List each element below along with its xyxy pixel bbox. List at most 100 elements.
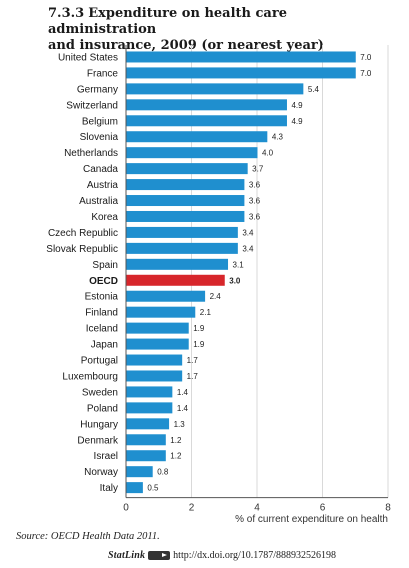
bar — [126, 210, 245, 222]
bar — [126, 482, 143, 494]
bar — [126, 195, 245, 207]
value-label: 3.0 — [229, 276, 241, 285]
value-label: 7.0 — [360, 53, 372, 62]
bar — [126, 242, 238, 254]
value-label: 3.6 — [249, 181, 261, 190]
bar — [126, 434, 166, 446]
value-label: 1.4 — [177, 404, 189, 413]
x-tick-label: 2 — [189, 503, 195, 514]
x-tick-label: 4 — [254, 503, 260, 514]
bar — [126, 402, 173, 414]
value-label: 4.3 — [272, 133, 284, 142]
bar — [126, 322, 189, 334]
category-label: Japan — [91, 340, 118, 351]
category-label: Finland — [85, 308, 118, 319]
category-label: France — [87, 68, 119, 79]
category-label: Canada — [83, 164, 118, 175]
category-label: OECD — [89, 276, 118, 287]
value-label: 4.9 — [291, 117, 303, 126]
value-label: 1.4 — [177, 388, 189, 397]
bar — [126, 290, 206, 302]
value-label: 7.0 — [360, 69, 372, 78]
bar — [126, 370, 183, 382]
category-label: Czech Republic — [48, 228, 118, 239]
chart-number: 7.3.3 — [48, 6, 85, 21]
category-label: Portugal — [81, 356, 118, 367]
source-note: Source: OECD Health Data 2011. — [16, 531, 160, 542]
category-label: Slovenia — [80, 132, 119, 143]
x-axis-label: % of current expenditure on health — [235, 514, 388, 525]
bar — [126, 306, 196, 318]
category-label: Netherlands — [64, 148, 118, 159]
category-label: Australia — [79, 196, 118, 207]
bar — [126, 258, 229, 270]
bar-chart: United States France Germany Switzerland Bel… — [46, 45, 391, 525]
value-label: 3.4 — [242, 244, 254, 253]
category-label: Hungary — [80, 419, 118, 430]
value-label: 5.4 — [308, 85, 320, 94]
bar — [126, 226, 238, 238]
value-label: 3.1 — [233, 260, 245, 269]
x-tick-label: 6 — [320, 503, 326, 514]
value-label: 1.9 — [193, 324, 205, 333]
category-label: Italy — [100, 483, 118, 494]
bar — [126, 163, 248, 175]
category-label: Belgium — [82, 116, 118, 127]
bar — [126, 450, 166, 462]
value-label: 3.4 — [242, 228, 254, 237]
value-label: 0.8 — [157, 468, 169, 477]
bar — [126, 386, 173, 398]
category-label: Austria — [87, 180, 119, 191]
value-label: 4.0 — [262, 149, 274, 158]
value-label: 1.2 — [170, 452, 182, 461]
category-label: Denmark — [77, 435, 119, 446]
bar — [126, 83, 304, 95]
bar — [126, 354, 183, 366]
chart-title-line2: and insurance, 2009 (or nearest year) — [48, 38, 324, 53]
category-labels: United States France Germany Switzerland Bel… — [46, 52, 119, 494]
category-label: Switzerland — [66, 100, 118, 111]
value-label: 0.5 — [147, 484, 159, 493]
bar — [126, 179, 245, 191]
chart-title: 7.3.3 Expenditure on health care administ… — [48, 6, 398, 54]
statlink-url[interactable]: http://dx.doi.org/10.1787/888932526198 — [173, 550, 337, 561]
bar — [126, 418, 170, 430]
category-label: Iceland — [86, 324, 118, 335]
category-label: Norway — [84, 467, 118, 478]
category-label: Spain — [92, 260, 118, 271]
bar — [126, 99, 287, 111]
value-label: 2.1 — [200, 308, 212, 317]
statlink-label: StatLink — [108, 550, 146, 561]
value-label: 3.6 — [249, 212, 261, 221]
category-label: Poland — [87, 403, 118, 414]
value-label: 1.7 — [187, 372, 199, 381]
x-axis-ticks: 0 2 4 6 8 — [123, 503, 391, 514]
value-label: 1.3 — [174, 420, 186, 429]
category-label: Estonia — [85, 292, 119, 303]
value-label: 1.7 — [187, 356, 199, 365]
bars — [126, 51, 356, 494]
bar — [126, 274, 225, 286]
category-label: United States — [58, 52, 118, 63]
gridlines — [125, 45, 389, 499]
value-label: 3.7 — [252, 165, 264, 174]
category-label: Germany — [77, 84, 118, 95]
bar — [126, 51, 356, 63]
statlink-arrow-icon — [148, 551, 171, 561]
bar — [126, 147, 258, 159]
value-labels: 7.0 7.0 5.4 4.9 4.9 4.3 4.0 3.7 3.6 3.6 3.6 3.4 3.4 3… — [147, 53, 372, 493]
category-label: Slovak Republic — [46, 244, 118, 255]
value-label: 4.9 — [291, 101, 303, 110]
category-label: Israel — [94, 451, 118, 462]
bar — [126, 338, 189, 350]
statlink[interactable]: StatLink http://dx.doi.org/10.1787/888932… — [108, 550, 336, 561]
value-label: 1.2 — [170, 436, 182, 445]
x-tick-label: 8 — [385, 503, 391, 514]
bar — [126, 466, 153, 478]
value-label: 1.9 — [193, 340, 205, 349]
category-label: Sweden — [82, 387, 118, 398]
bar — [126, 67, 356, 79]
bar — [126, 131, 268, 143]
value-label: 2.4 — [210, 292, 222, 301]
value-label: 3.6 — [249, 197, 261, 206]
